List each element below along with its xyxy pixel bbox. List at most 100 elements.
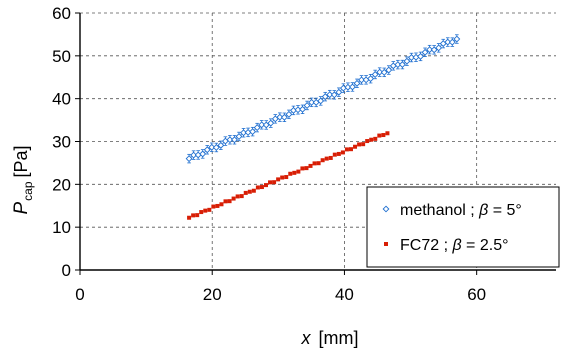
data-point bbox=[403, 57, 411, 65]
legend-methanol-beta: β bbox=[478, 202, 488, 219]
legend-methanol-prefix: methanol ; bbox=[400, 202, 479, 219]
grid bbox=[80, 12, 556, 270]
data-point bbox=[353, 79, 361, 87]
data-point bbox=[226, 136, 234, 144]
data-point bbox=[365, 139, 370, 144]
legend-marker-symbol bbox=[384, 242, 388, 246]
data-point bbox=[203, 208, 208, 213]
data-point bbox=[426, 46, 434, 54]
data-point bbox=[349, 83, 356, 91]
data-point bbox=[296, 169, 301, 174]
data-point bbox=[199, 150, 207, 158]
data-point bbox=[203, 146, 211, 154]
data-point bbox=[453, 35, 461, 43]
data-point bbox=[398, 61, 406, 68]
data-point bbox=[255, 185, 260, 190]
data-point bbox=[288, 171, 293, 176]
data-point bbox=[276, 113, 284, 121]
data-point bbox=[344, 147, 349, 152]
data-point bbox=[448, 38, 456, 46]
data-point bbox=[208, 143, 216, 151]
data-point bbox=[249, 128, 257, 136]
data-point bbox=[304, 166, 309, 171]
legend-fc72-beta: β bbox=[451, 237, 461, 254]
data-point bbox=[353, 144, 358, 149]
data-point bbox=[321, 93, 329, 101]
x-axis-unit: [mm] bbox=[319, 328, 359, 348]
data-point bbox=[435, 44, 443, 52]
data-point bbox=[376, 68, 384, 76]
y-tick-label: 0 bbox=[62, 261, 71, 280]
legend-label-methanol: methanol ; β = 5° bbox=[400, 202, 522, 219]
data-point bbox=[272, 180, 277, 185]
data-point bbox=[215, 203, 220, 208]
data-point bbox=[380, 68, 388, 76]
data-point bbox=[199, 210, 204, 215]
y-tick-label: 40 bbox=[52, 90, 71, 109]
data-point bbox=[330, 91, 338, 99]
data-point bbox=[280, 175, 285, 180]
data-point bbox=[357, 142, 362, 147]
y-axis-var: P bbox=[11, 202, 32, 215]
data-point bbox=[320, 158, 325, 163]
data-point bbox=[219, 202, 224, 207]
data-point bbox=[231, 196, 236, 201]
data-point bbox=[217, 141, 225, 149]
data-point bbox=[385, 66, 393, 74]
data-point bbox=[211, 204, 216, 209]
y-axis-sub: cap bbox=[21, 181, 35, 201]
data-point bbox=[358, 76, 365, 84]
data-point bbox=[191, 213, 196, 218]
data-point bbox=[308, 98, 316, 106]
y-axis-label: Pcap [Pa] bbox=[11, 145, 35, 214]
data-point bbox=[308, 163, 313, 168]
data-point bbox=[421, 48, 429, 56]
data-point bbox=[195, 213, 200, 218]
data-point bbox=[348, 147, 353, 152]
x-axis-var: x bbox=[301, 328, 312, 348]
data-point bbox=[207, 207, 212, 212]
legend-label-fc72: FC72 ; β = 2.5° bbox=[400, 237, 508, 254]
legend-marker-fc72 bbox=[384, 242, 388, 246]
data-point bbox=[340, 150, 345, 155]
data-point bbox=[361, 142, 366, 147]
series-0 bbox=[185, 34, 461, 164]
data-point bbox=[231, 136, 238, 144]
data-point bbox=[284, 175, 289, 180]
data-point bbox=[243, 190, 248, 195]
legend-marker-methanol bbox=[382, 205, 390, 213]
legend-fc72-suffix: = 2.5° bbox=[462, 237, 509, 254]
data-point bbox=[212, 144, 220, 151]
data-point bbox=[335, 88, 343, 96]
data-point bbox=[381, 133, 386, 138]
data-point bbox=[312, 161, 317, 166]
data-point bbox=[223, 199, 228, 204]
data-point bbox=[285, 110, 293, 118]
tick-labels: 0 20 40 60 0 10 20 30 40 50 60 bbox=[52, 4, 486, 304]
legend: methanol ; β = 5° FC72 ; β = 2.5° bbox=[366, 186, 560, 268]
legend-box bbox=[366, 186, 560, 268]
data-point bbox=[371, 71, 379, 78]
series-1 bbox=[187, 131, 390, 220]
data-point bbox=[276, 177, 281, 182]
data-point bbox=[336, 151, 341, 156]
data-point bbox=[262, 121, 270, 129]
legend-item-fc72: FC72 ; β = 2.5° bbox=[384, 237, 508, 254]
data-point bbox=[239, 194, 244, 199]
data-point bbox=[280, 113, 288, 121]
x-tick-label: 0 bbox=[75, 285, 84, 304]
data-point bbox=[394, 61, 402, 69]
data-point bbox=[253, 124, 261, 132]
y-tick-label: 60 bbox=[52, 4, 71, 23]
data-point bbox=[332, 152, 337, 157]
data-point bbox=[227, 199, 232, 204]
data-point bbox=[300, 166, 305, 171]
data-point bbox=[326, 91, 334, 99]
legend-fc72-prefix: FC72 ; bbox=[400, 237, 452, 254]
x-tick-label: 20 bbox=[203, 285, 222, 304]
data-point bbox=[235, 133, 243, 140]
data-point bbox=[187, 215, 192, 220]
data-point bbox=[377, 133, 382, 138]
data-point bbox=[430, 46, 438, 54]
data-point bbox=[303, 102, 311, 109]
